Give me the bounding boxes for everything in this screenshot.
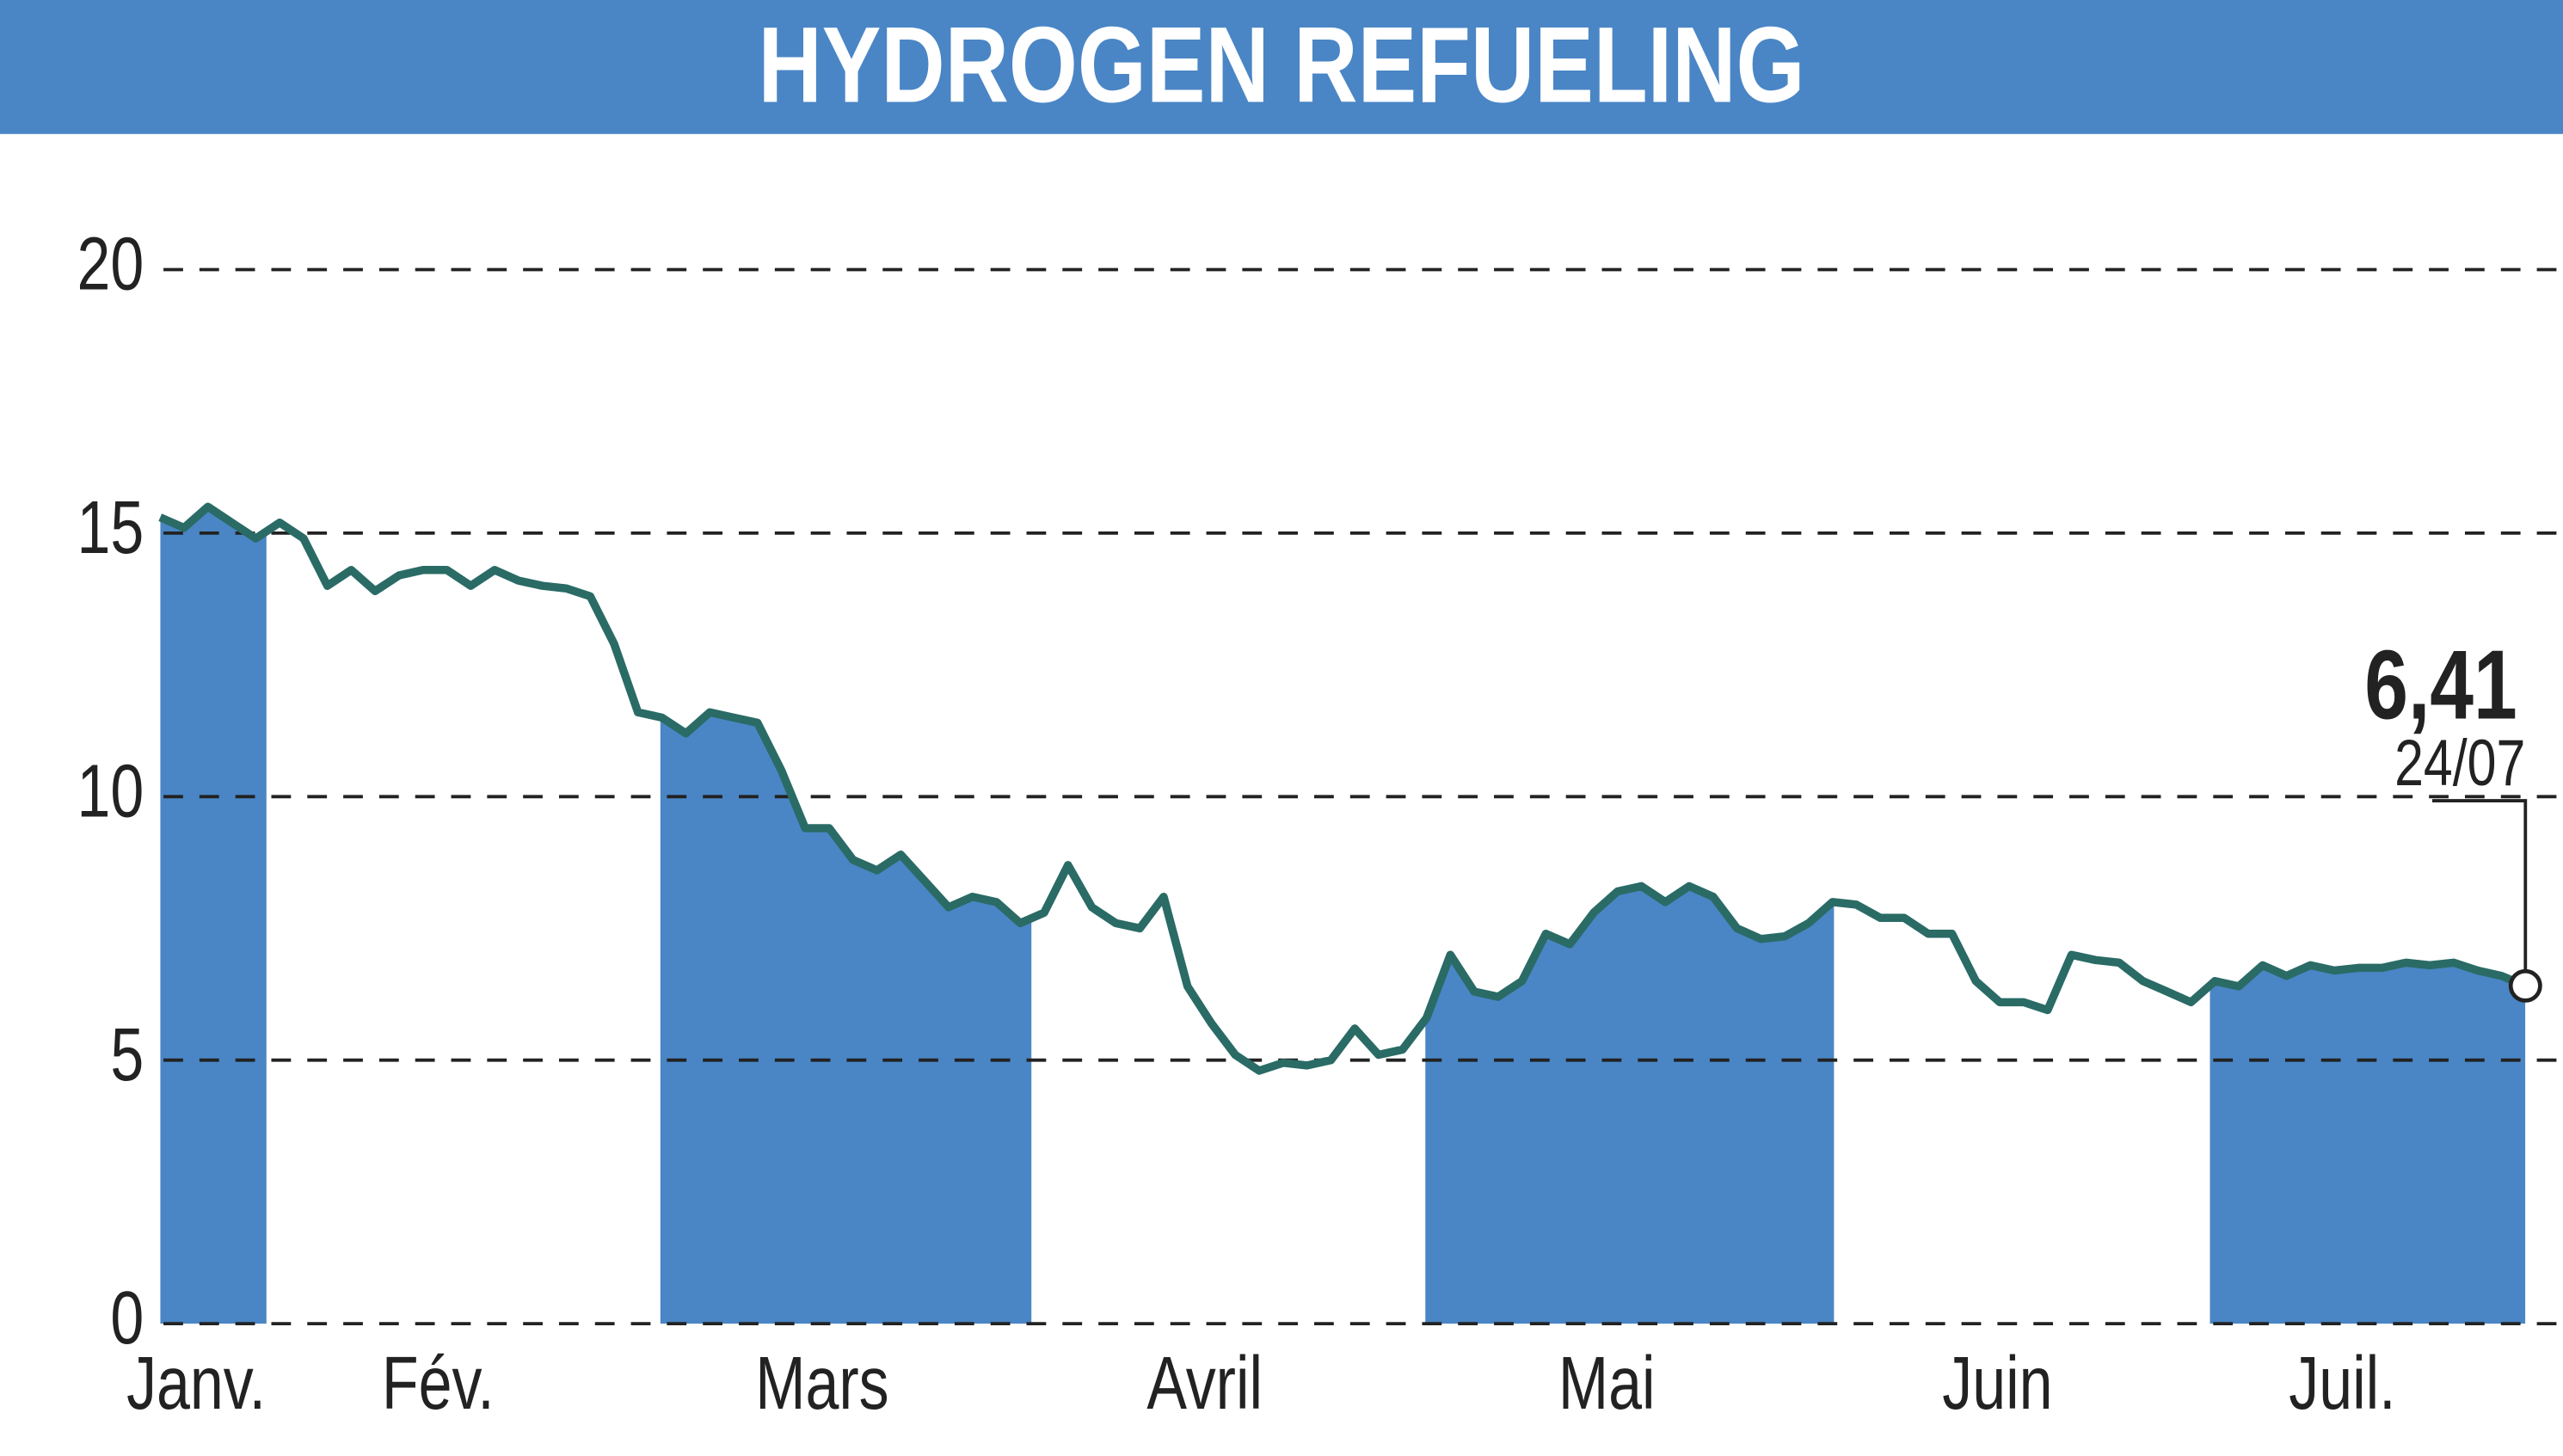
price-line	[158, 502, 2528, 1075]
y-tick-label: 0	[110, 1275, 144, 1360]
annotation-leader	[2431, 799, 2528, 986]
y-tick-label: 20	[77, 221, 144, 305]
y-tick-label: 15	[77, 484, 144, 568]
x-tick-label: Avril	[1146, 1341, 1263, 1425]
header-bar	[0, 0, 2563, 134]
chart-title: HYDROGEN REFUELING	[758, 5, 1804, 126]
last-date-label: 24/07	[2394, 727, 2525, 800]
x-tick-label: Janv.	[126, 1341, 266, 1425]
y-tick-label: 10	[77, 748, 144, 832]
x-tick-label: Mai	[1558, 1341, 1656, 1425]
x-tick-label: Juil.	[2289, 1341, 2395, 1425]
last-value-label: 6,41	[2364, 630, 2517, 740]
x-tick-label: Fév.	[382, 1341, 495, 1425]
y-tick-label: 5	[110, 1011, 144, 1096]
x-tick-label: Mars	[755, 1341, 888, 1425]
last-point	[2508, 968, 2542, 1003]
x-tick-label: Juin	[1942, 1341, 2052, 1425]
month-band-area	[160, 507, 2526, 1324]
